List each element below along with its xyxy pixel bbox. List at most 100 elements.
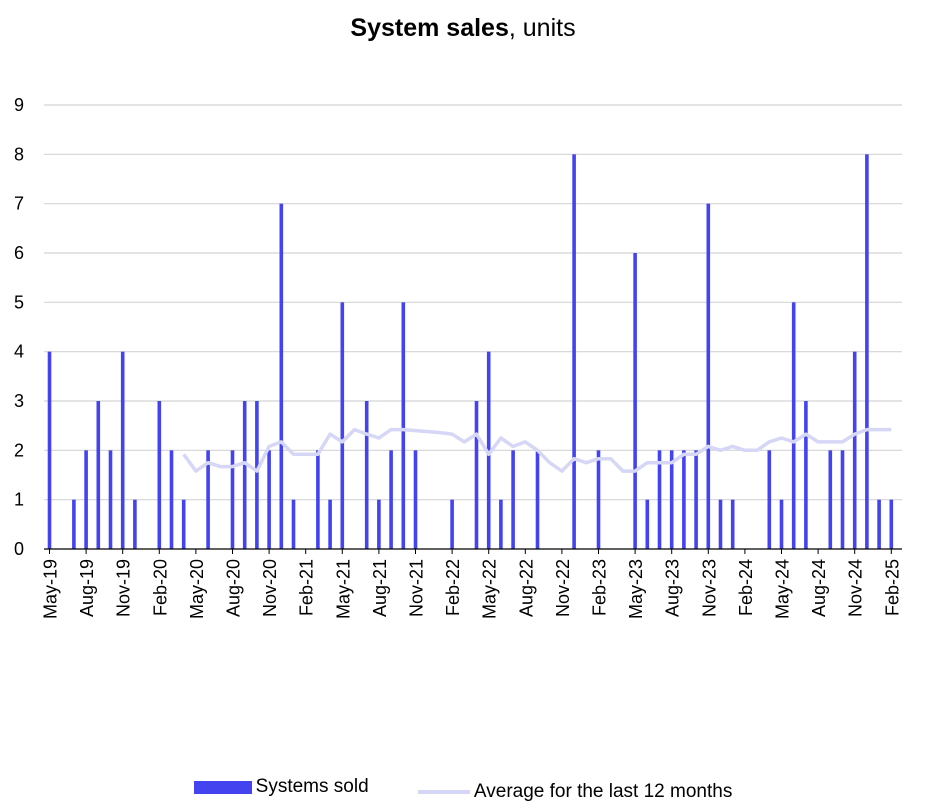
x-tick-label: Feb-25 <box>882 559 902 616</box>
x-tick-label: Feb-24 <box>736 559 756 616</box>
x-tick-label: Feb-20 <box>150 559 170 616</box>
bar <box>255 401 259 549</box>
bar <box>133 499 137 549</box>
bar <box>181 499 186 549</box>
bar <box>364 401 369 549</box>
x-tick-label: May-23 <box>626 559 646 619</box>
legend-item-bars: Systems sold <box>193 776 369 798</box>
legend-swatch-line <box>417 789 470 794</box>
x-tick-label: May-24 <box>773 559 793 619</box>
y-tick-label: 0 <box>14 539 24 559</box>
bar <box>316 450 320 549</box>
bar <box>267 450 271 549</box>
bar <box>718 499 723 549</box>
bar <box>767 450 772 549</box>
bar <box>413 450 418 549</box>
bar <box>596 450 601 549</box>
x-tick-label: Nov-22 <box>553 559 573 617</box>
x-tick-label: Aug-20 <box>224 559 244 617</box>
chart-plot: 0 1 2 3 4 5 6 7 8 9 May-19 Aug-19 Nov-19 Feb-20 May-2… <box>14 95 902 619</box>
bar <box>657 450 662 549</box>
bar <box>779 499 784 549</box>
bar-series <box>47 154 894 550</box>
legend-label-bars: Systems sold <box>255 776 369 797</box>
bar <box>804 401 808 549</box>
bar <box>328 499 332 549</box>
y-tick-label: 1 <box>14 490 24 510</box>
bar <box>889 499 894 549</box>
bar <box>169 450 174 549</box>
bar <box>706 203 711 549</box>
bar <box>633 253 637 549</box>
x-tick-label: May-22 <box>480 559 500 619</box>
x-tick-label: Nov-23 <box>699 559 719 617</box>
legend-item-line: Average for the last 12 months <box>417 780 733 803</box>
x-tick-label: Aug-19 <box>77 559 97 617</box>
bar <box>474 401 479 549</box>
x-tick-label: Feb-21 <box>297 559 317 616</box>
x-tick-label: Feb-23 <box>590 559 610 616</box>
x-tick-label: Aug-23 <box>663 559 683 617</box>
x-tick-label: Aug-21 <box>370 559 390 617</box>
legend-swatch-bar <box>193 780 252 794</box>
bar <box>840 450 845 549</box>
y-axis-ticks: 0 1 2 3 4 5 6 7 8 9 <box>14 95 24 559</box>
bar <box>791 302 796 549</box>
chart-title-bold: System sales <box>350 14 509 42</box>
bar <box>535 450 540 549</box>
line-series <box>182 427 892 473</box>
bar <box>486 351 491 549</box>
y-tick-label: 8 <box>14 144 24 164</box>
bar <box>669 450 674 549</box>
y-tick-label: 6 <box>14 243 24 263</box>
bar <box>96 401 101 549</box>
x-tick-label: Nov-24 <box>846 559 866 617</box>
bar <box>828 450 833 549</box>
x-tick-label: Feb-22 <box>443 559 463 616</box>
y-tick-label: 3 <box>14 391 24 411</box>
bar <box>340 302 345 549</box>
bar <box>84 450 88 549</box>
bar <box>120 351 125 549</box>
bar <box>450 499 454 549</box>
bar <box>230 450 235 549</box>
bar <box>279 203 284 549</box>
chart-title: System sales, units <box>0 14 926 43</box>
bar <box>377 499 381 549</box>
bar <box>291 499 296 549</box>
chart-title-rest: , units <box>508 14 576 42</box>
bar <box>401 302 406 549</box>
y-tick-label: 7 <box>14 194 24 214</box>
bar <box>730 499 735 549</box>
bar <box>865 154 869 550</box>
bar <box>572 154 576 550</box>
grid-lines <box>44 104 902 501</box>
x-tick-label: Nov-20 <box>260 559 280 617</box>
bar <box>511 450 515 549</box>
bar <box>645 499 650 549</box>
bar <box>694 450 698 549</box>
bar <box>499 499 503 549</box>
bar <box>682 450 686 549</box>
x-tick-label: Aug-24 <box>809 559 829 617</box>
bar <box>72 499 76 549</box>
x-axis-ticks: May-19 Aug-19 Nov-19 Feb-20 May-20 Aug-20 Nov-… <box>41 549 902 619</box>
bar <box>157 401 162 549</box>
bar <box>108 450 113 549</box>
y-tick-label: 5 <box>14 292 24 312</box>
x-tick-label: May-19 <box>41 559 61 619</box>
bar <box>206 450 210 549</box>
x-tick-label: Aug-22 <box>516 559 536 617</box>
y-tick-label: 2 <box>14 440 24 460</box>
bar <box>47 351 52 549</box>
bar <box>242 401 247 549</box>
average-line <box>182 427 892 473</box>
bar <box>852 351 857 549</box>
x-tick-label: Nov-19 <box>114 559 134 617</box>
bar <box>389 450 393 549</box>
x-tick-label: May-21 <box>333 559 353 619</box>
legend: Systems sold Average for the last 12 mon… <box>0 776 926 803</box>
legend-label-line: Average for the last 12 months <box>473 780 733 802</box>
y-tick-label: 4 <box>14 342 24 362</box>
y-tick-label: 9 <box>14 95 24 115</box>
